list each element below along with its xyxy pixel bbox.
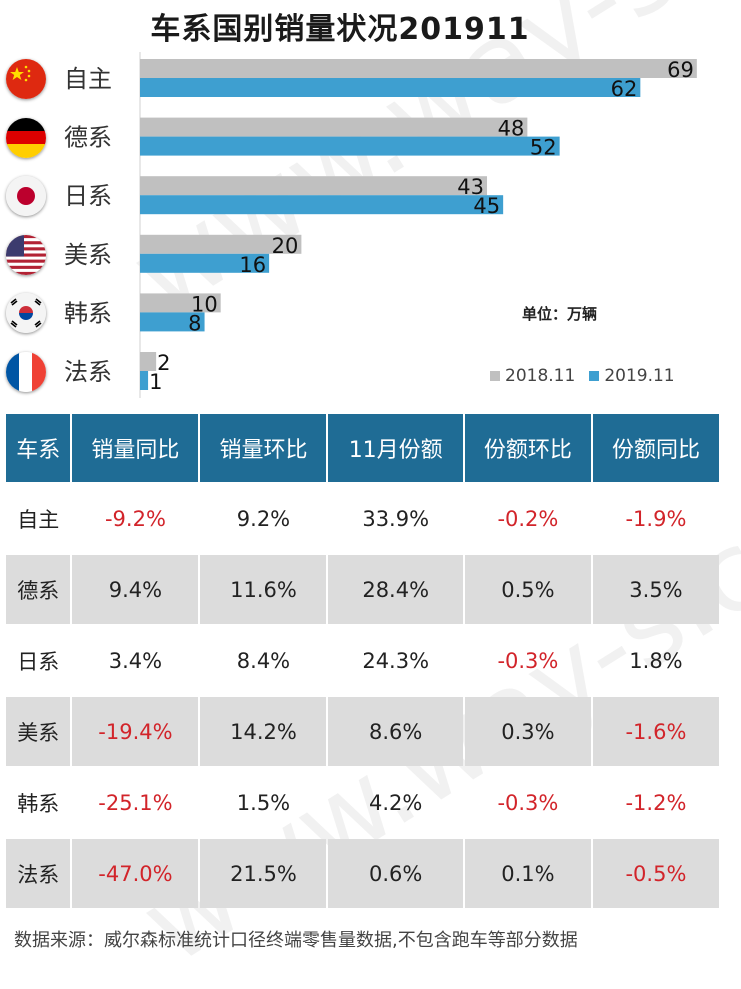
table-row: 法系 -47.0% 21.5% 0.6% 0.1% -0.5%: [6, 839, 719, 908]
bar-2019.11-法系: [140, 371, 149, 390]
table-row: 日系 3.4% 8.4% 24.3% -0.3% 1.8%: [6, 626, 719, 695]
table-cell: 1.5%: [236, 790, 291, 815]
japan-flag-icon: [6, 176, 46, 217]
column-header-4: 份额环比: [464, 414, 591, 482]
china-flag-icon: [6, 59, 46, 99]
category-label-3: 美系: [64, 241, 112, 269]
column-header-2: 销量环比: [200, 414, 327, 482]
bar-2018.11-美系: [140, 234, 302, 254]
table-cell: 33.9%: [362, 506, 430, 531]
table-cell: 0.1%: [464, 839, 591, 908]
legend-swatch: [490, 371, 500, 381]
table-cell: -0.3%: [497, 648, 559, 673]
table-cell: 28.4%: [328, 555, 463, 624]
bar-2019.11-自主: [140, 78, 641, 97]
category-label-0: 自主: [64, 65, 112, 93]
data-label-2018.11-美系: 20: [272, 234, 299, 258]
data-label-2019.11-韩系: 8: [188, 311, 201, 335]
bar-2019.11-美系: [140, 253, 270, 273]
table-cell: 3.4%: [108, 648, 163, 673]
data-label-2019.11-自主: 62: [611, 77, 638, 101]
data-label-2019.11-日系: 45: [473, 194, 500, 218]
bar-2018.11-韩系: [140, 293, 221, 313]
usa-flag-icon: [6, 234, 46, 275]
bar-2019.11-日系: [140, 195, 504, 215]
column-header-1: 销量同比: [72, 414, 199, 482]
bar-2018.11-法系: [140, 352, 157, 371]
table-cell: -1.2%: [625, 790, 687, 815]
table-cell: -19.4%: [72, 697, 199, 766]
korea-flag-icon: [6, 293, 46, 334]
bar-2018.11-德系: [140, 117, 528, 137]
bar-2018.11-自主: [140, 59, 697, 78]
bar-2019.11-韩系: [140, 312, 205, 332]
legend-item-2018.11: 2018.11: [490, 366, 575, 386]
table-row: 美系 -19.4% 14.2% 8.6% 0.3% -1.6%: [6, 697, 719, 766]
table-header-row: 车系 销量同比 销量环比 11月份额 份额环比 份额同比: [6, 414, 719, 482]
unit-label: 单位：万辆: [522, 305, 598, 323]
column-header-3: 11月份额: [328, 414, 463, 482]
footer-source: 数据来源：威尔森标准统计口径终端零售量数据,不包含跑车等部分数据: [14, 930, 578, 951]
france-flag-icon: [6, 352, 46, 392]
table-cell: 4.2%: [369, 790, 423, 815]
chart-title: 车系国别销量状况201911: [150, 12, 530, 47]
column-header-0: 车系: [6, 414, 71, 482]
table-cell: -0.3%: [497, 790, 559, 815]
table-cell: 0.6%: [328, 839, 463, 908]
bar-2018.11-日系: [140, 176, 488, 196]
table-cell: 11.6%: [200, 555, 327, 624]
data-label-2019.11-德系: 52: [530, 136, 557, 160]
legend-swatch: [589, 371, 600, 381]
table-row: 德系 9.4% 11.6% 28.4% 0.5% 3.5%: [6, 555, 719, 624]
table-row: 韩系 -25.1% 1.5% 4.2% -0.3% -1.2%: [6, 768, 719, 837]
stats-table: 车系 销量同比 销量环比 11月份额 份额环比 份额同比 自主 -9.2% 9.2% 33.9%…: [4, 412, 721, 910]
category-label-5: 法系: [64, 358, 112, 386]
table-cell: -0.5%: [592, 839, 719, 908]
table-row: 自主 -9.2% 9.2% 33.9% -0.2% -1.9%: [6, 484, 719, 553]
table-cell: -47.0%: [72, 839, 199, 908]
table-cell: 美系: [6, 697, 71, 766]
bar-2019.11-德系: [140, 136, 560, 156]
category-label-2: 日系: [64, 182, 112, 210]
table-cell: -9.2%: [104, 506, 166, 531]
legend-item-2019.11: 2019.11: [589, 366, 675, 386]
category-label-1: 德系: [64, 124, 112, 152]
table-cell: -0.2%: [497, 506, 559, 531]
table-cell: 1.8%: [629, 648, 683, 673]
table-cell: 8.4%: [236, 648, 291, 673]
table-cell: 8.6%: [328, 697, 463, 766]
category-label-4: 韩系: [64, 299, 112, 327]
table-cell: 0.3%: [464, 697, 591, 766]
table-cell: 9.2%: [236, 506, 291, 531]
table-cell: 24.3%: [362, 648, 430, 673]
table-cell: -25.1%: [98, 790, 173, 815]
germany-flag-icon: [6, 117, 46, 158]
table-cell: 韩系: [17, 791, 60, 816]
legend-label: 2019.11: [604, 366, 675, 386]
table-cell: 自主: [17, 507, 60, 532]
table-cell: 法系: [6, 839, 71, 908]
table-cell: -1.9%: [625, 506, 687, 531]
data-label-2018.11-法系: 2: [157, 351, 170, 375]
column-header-5: 份额同比: [592, 414, 719, 482]
data-label-2019.11-美系: 16: [239, 253, 266, 277]
legend-label: 2018.11: [505, 366, 576, 386]
table-cell: -1.6%: [592, 697, 719, 766]
table-cell: 21.5%: [200, 839, 327, 908]
table-cell: 9.4%: [72, 555, 199, 624]
table-cell: 日系: [17, 649, 60, 674]
data-label-2019.11-法系: 1: [149, 370, 162, 394]
chart-legend: 2018.11 2019.11: [490, 366, 689, 386]
table-cell: 0.5%: [464, 555, 591, 624]
table-cell: 3.5%: [592, 555, 719, 624]
table-cell: 14.2%: [200, 697, 327, 766]
data-label-2018.11-自主: 69: [667, 58, 694, 82]
table-cell: 德系: [6, 555, 71, 624]
